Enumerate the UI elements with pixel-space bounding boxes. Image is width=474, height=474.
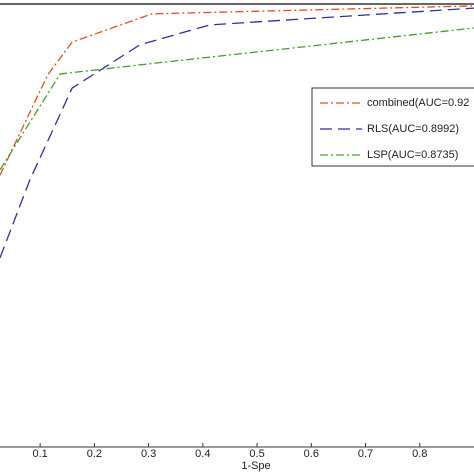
x-tick-label: 0.1 xyxy=(32,448,47,460)
x-tick-label: 0.8 xyxy=(412,448,427,460)
legend-label: LSP(AUC=0.8735) xyxy=(367,149,458,161)
legend-label: combined(AUC=0.92 xyxy=(367,97,469,109)
legend-label: RLS(AUC=0.8992) xyxy=(367,123,459,135)
legend-box xyxy=(311,87,474,167)
x-tick-label: 0.6 xyxy=(304,448,319,460)
x-tick-label: 0.4 xyxy=(195,448,210,460)
legend: combined(AUC=0.92 RLS(AUC=0.8992) LSP(AUC=… xyxy=(311,87,474,167)
series-line xyxy=(0,7,474,259)
x-tick-label: 0.3 xyxy=(141,448,156,460)
x-axis-label: 1-Spe xyxy=(241,460,270,472)
plot-area xyxy=(0,5,474,259)
x-tick-label: 0.2 xyxy=(87,448,102,460)
x-tick-label: 0.5 xyxy=(249,448,264,460)
series-line xyxy=(0,5,474,176)
x-tick-label: 0.7 xyxy=(358,448,373,460)
